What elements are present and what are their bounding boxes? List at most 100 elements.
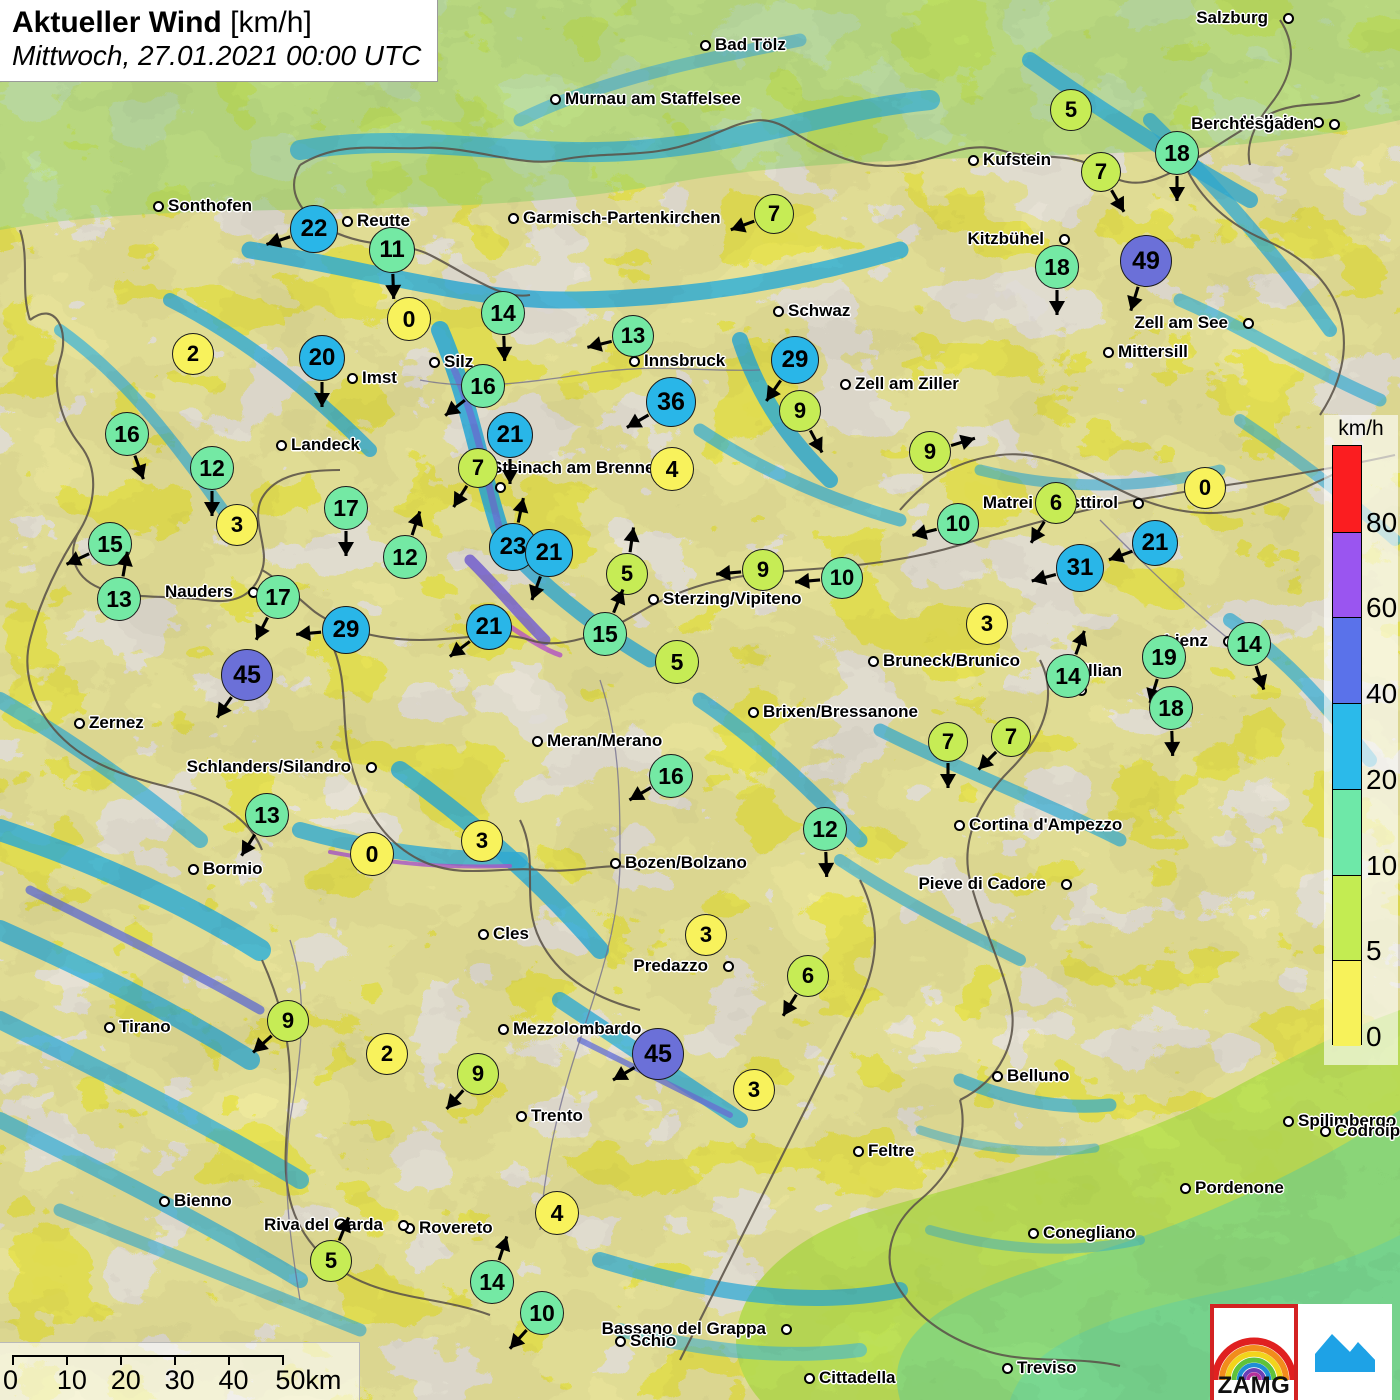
map-title-box: Aktueller Wind [km/h] Mittwoch, 27.01.20… [0,0,439,82]
wind-direction-arrow-icon [508,1329,528,1350]
city-dot-icon [610,858,621,869]
city-dot-icon [1243,318,1254,329]
city-dot-icon [773,306,784,317]
logo-group: ZAMG [1210,1304,1392,1400]
legend-tick: 0 [1366,1021,1382,1052]
city-dot-icon [1320,1126,1331,1137]
wind-speed-value: 20 [299,335,345,381]
city-dot-icon [1283,1116,1294,1127]
city-label: Innsbruck [644,351,726,370]
wind-direction-arrow-icon [1251,665,1268,691]
rainbow-arc-icon [1214,1337,1294,1380]
city-dot-icon [1329,119,1340,130]
city-label: Zell am Ziller [855,374,959,393]
title-unit-text: [km/h] [230,6,312,39]
city-dot-icon [840,379,851,390]
legend-band [1333,446,1361,532]
city-label: Spilimbergo [1298,1111,1397,1130]
city-dot-icon [868,656,879,667]
city-label: Bassano del Grappa [601,1319,766,1338]
scale-label: 40 [218,1365,249,1395]
wind-speed-value: 6 [787,955,829,997]
legend-band [1333,703,1361,789]
city-label: Zernez [89,713,144,732]
wind-direction-arrow-icon [1110,189,1126,213]
wind-speed-value: 3 [685,914,727,956]
legend-tick: 5 [1366,935,1382,967]
legend-tick: 20 [1366,763,1398,795]
legend-colorbar [1332,445,1362,1046]
city-dot-icon [159,1196,170,1207]
wind-direction-arrow-icon [1127,286,1143,312]
wind-speed-value: 22 [290,205,338,253]
wind-speed-value: 29 [771,336,819,384]
legend-band [1333,874,1361,961]
wind-speed-value: 5 [655,640,699,684]
wind-direction-arrow-icon [587,336,613,352]
wind-speed-value: 9 [742,549,784,591]
wind-direction-arrow-icon [808,429,824,454]
city-label: Murnau am Staffelsee [565,89,741,108]
legend-band [1333,531,1361,618]
map-scale-bar: 0 10 20 30 40 50km [0,1342,360,1400]
city-dot-icon [804,1373,815,1384]
zamg-logo-text: ZAMG [1217,1372,1291,1399]
city-dot-icon [700,40,711,51]
wind-direction-arrow-icon [1164,730,1181,757]
wind-speed-value: 21 [466,604,512,650]
wind-speed-value: 10 [937,503,979,545]
wind-direction-arrow-icon [626,413,650,429]
city-label: Imst [362,368,397,387]
wind-direction-arrow-icon [496,335,513,362]
wind-direction-arrow-icon [818,851,835,878]
mountain-cloud-icon [1315,1331,1375,1372]
wind-speed-value: 15 [583,612,627,656]
wind-speed-value: 18 [1035,245,1079,289]
colorbar-legend: km/h 80 60 40 20 10 5 0 [1324,415,1398,1065]
zamg-logo: ZAMG [1210,1304,1298,1400]
city-label: Belluno [1007,1066,1070,1085]
scale-label: 0 [3,1365,19,1395]
wind-speed-value: 7 [754,194,794,234]
city-label: Feltre [868,1141,915,1160]
city-dot-icon [398,1220,409,1231]
city-label: Schio [630,1331,677,1350]
legend-tick: 40 [1366,678,1398,710]
city-dot-icon [1313,117,1324,128]
wind-speed-value: 3 [461,820,503,862]
wind-speed-value: 13 [97,577,141,621]
city-dot-icon [1180,1183,1191,1194]
wind-direction-arrow-icon [444,398,466,417]
wind-speed-value: 2 [366,1033,408,1075]
city-dot-icon [1002,1363,1013,1374]
city-label: Nauders [164,582,233,601]
scale-rule [12,1355,284,1365]
wind-speed-value: 12 [383,535,427,579]
scale-tick [173,1355,177,1365]
wind-speed-value: 5 [310,1240,352,1282]
city-label: Bienno [174,1191,232,1210]
city-label: Landeck [291,435,360,454]
city-dot-icon [1283,13,1294,24]
city-dot-icon [276,440,287,451]
wind-speed-value: 16 [105,412,149,456]
city-label: Trento [531,1106,583,1125]
city-label: Silz [444,352,474,371]
city-label: Brixen/Bressanone [763,702,918,721]
city-dot-icon [629,356,640,367]
city-label: Codroipo [1335,1121,1400,1140]
city-dot-icon [748,707,759,718]
city-dot-icon [968,155,979,166]
wind-speed-value: 18 [1155,131,1199,175]
city-dot-icon [347,373,358,384]
wind-speed-value: 9 [267,1000,309,1042]
wind-speed-value: 9 [457,1053,499,1095]
scale-tick [119,1355,123,1365]
wind-speed-value: 13 [245,793,289,837]
city-dot-icon [74,718,85,729]
wind-direction-arrow-icon [950,434,976,451]
wind-speed-value: 14 [1046,654,1090,698]
city-label: Treviso [1017,1358,1077,1377]
city-dot-icon [1061,879,1072,890]
